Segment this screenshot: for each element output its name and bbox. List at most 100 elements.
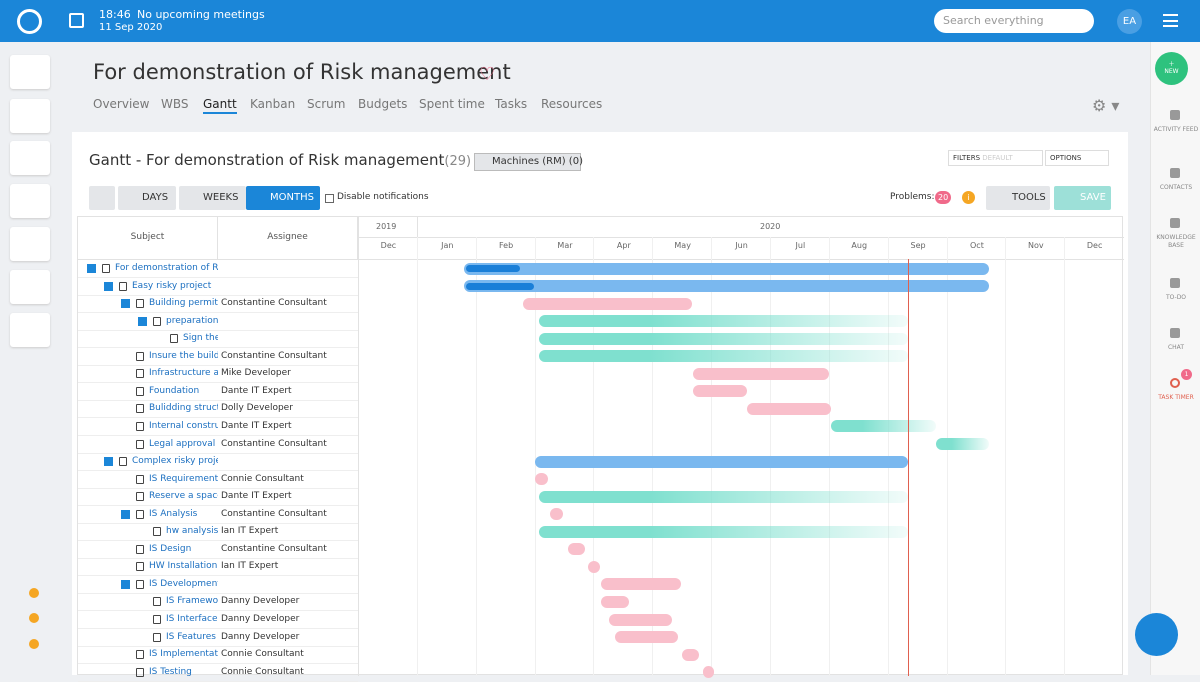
- sidebar-item[interactable]: CONTACTS: [1159, 184, 1193, 191]
- tab[interactable]: Spent time: [419, 97, 485, 111]
- gantt-bar[interactable]: [601, 595, 629, 608]
- gantt-bar[interactable]: [539, 350, 908, 363]
- zoom-button[interactable]: DAYS: [118, 186, 176, 210]
- sidebar-icon[interactable]: [1170, 110, 1180, 120]
- gantt-bar[interactable]: [539, 525, 908, 538]
- machines[interactable]: Machines (RM) (0): [474, 153, 583, 171]
- info-icon[interactable]: i: [962, 191, 975, 204]
- subject[interactable]: Easy risky project: [132, 280, 212, 291]
- subject[interactable]: IS Requirement collection: [149, 473, 218, 484]
- collapse-toggle[interactable]: [138, 316, 147, 326]
- filters[interactable]: FILTERS DEFAULT: [948, 150, 1043, 166]
- checkbox[interactable]: [325, 194, 334, 203]
- rail-icon[interactable]: [29, 588, 39, 598]
- problems-count[interactable]: 20: [935, 191, 952, 204]
- zoom-button[interactable]: WEEKS: [179, 186, 246, 210]
- tab[interactable]: Resources: [541, 97, 603, 111]
- tab[interactable]: Scrum: [307, 97, 346, 111]
- gantt-bar[interactable]: [535, 473, 548, 486]
- gantt-bar[interactable]: [550, 508, 563, 521]
- tab[interactable]: Tasks: [495, 97, 528, 111]
- logo[interactable]: [17, 9, 42, 34]
- search[interactable]: Search everything: [934, 9, 1094, 33]
- save[interactable]: SAVE: [1054, 186, 1111, 210]
- favorite[interactable]: ♡: [479, 64, 496, 85]
- settings[interactable]: ⚙ ▾: [1092, 96, 1120, 115]
- tools[interactable]: TOOLS: [986, 186, 1050, 210]
- subject[interactable]: HW Installation: [149, 561, 218, 572]
- zoom-button[interactable]: MONTHS: [246, 186, 320, 210]
- collapse-toggle[interactable]: [121, 299, 130, 309]
- subject[interactable]: hw analysis report: [166, 526, 218, 537]
- collapse-toggle[interactable]: [87, 264, 96, 273]
- sidebar-item[interactable]: ACTIVITY FEED: [1153, 126, 1199, 133]
- subject[interactable]: IS Interface design: [166, 614, 218, 624]
- nav-item[interactable]: [10, 184, 50, 218]
- nav-item[interactable]: [10, 313, 50, 347]
- gantt-bar[interactable]: [936, 438, 989, 450]
- gantt-bar[interactable]: [464, 280, 989, 293]
- subject[interactable]: IS Analysis: [149, 508, 198, 519]
- tab[interactable]: Kanban: [250, 97, 296, 111]
- gantt-bar[interactable]: [609, 613, 672, 626]
- gantt-bar[interactable]: [615, 631, 678, 644]
- tab[interactable]: Overview: [93, 97, 150, 111]
- collapse-toggle[interactable]: [121, 509, 130, 519]
- subject[interactable]: preparation: [166, 315, 218, 326]
- gantt-bar[interactable]: [539, 490, 908, 503]
- subject[interactable]: Complex risky project: [132, 456, 218, 467]
- rail-icon[interactable]: [29, 639, 39, 649]
- gantt-bar[interactable]: [568, 543, 585, 556]
- sidebar-icon[interactable]: [1170, 378, 1180, 388]
- nav-item[interactable]: [10, 99, 50, 133]
- gantt-bar[interactable]: [693, 385, 747, 398]
- tab[interactable]: Budgets: [358, 97, 408, 111]
- avatar[interactable]: EA: [1117, 9, 1142, 34]
- gantt-bar[interactable]: [588, 560, 600, 573]
- gantt-bar[interactable]: [523, 297, 692, 310]
- nav-item[interactable]: [10, 141, 50, 175]
- subject[interactable]: Reserve a space: [149, 491, 218, 502]
- sidebar-item[interactable]: KNOWLEDGE BASE: [1156, 234, 1196, 249]
- chat-bubble[interactable]: [1135, 613, 1178, 656]
- gantt-bar[interactable]: [539, 332, 908, 345]
- subject[interactable]: IS Development: [149, 578, 218, 589]
- calendar-icon[interactable]: [69, 13, 84, 28]
- subject[interactable]: Internal construction: [149, 420, 218, 431]
- subject[interactable]: Legal approval: [149, 438, 216, 449]
- subject[interactable]: IS Framework: [166, 596, 218, 607]
- collapse-toggle[interactable]: [121, 579, 130, 589]
- tab[interactable]: WBS: [161, 97, 189, 111]
- calendar-button[interactable]: [89, 186, 115, 210]
- collapse-toggle[interactable]: [104, 281, 113, 291]
- subject[interactable]: IS Design: [149, 543, 192, 554]
- rail-icon[interactable]: [29, 613, 39, 623]
- subject[interactable]: IS Implementation: [149, 649, 218, 660]
- subject[interactable]: Infrastructure and: [149, 368, 218, 379]
- gantt-bar[interactable]: [601, 578, 681, 591]
- disable-notifications[interactable]: Disable notifications: [337, 192, 429, 202]
- gantt-bar[interactable]: [747, 402, 831, 415]
- nav-item[interactable]: [10, 55, 50, 89]
- sidebar-icon[interactable]: [1170, 218, 1180, 228]
- meetings[interactable]: No upcoming meetings: [137, 8, 265, 21]
- options[interactable]: OPTIONS: [1045, 150, 1109, 166]
- nav-item[interactable]: [10, 227, 50, 261]
- subject[interactable]: For demonstration of Risk management: [115, 263, 218, 273]
- sidebar-item[interactable]: TASK TIMER: [1158, 394, 1194, 401]
- subject[interactable]: Sign the: [183, 333, 218, 344]
- gantt-bar[interactable]: [693, 367, 829, 380]
- menu[interactable]: [1163, 14, 1178, 27]
- new-button[interactable]: ＋ NEW: [1155, 52, 1188, 85]
- subject[interactable]: Insure the building: [149, 350, 218, 361]
- gantt-bar[interactable]: [682, 648, 699, 661]
- gantt-bar[interactable]: [464, 262, 989, 275]
- subject[interactable]: IS Testing: [149, 666, 192, 677]
- collapse-toggle[interactable]: [104, 457, 113, 467]
- sidebar-item[interactable]: TO-DO: [1165, 294, 1187, 301]
- subject[interactable]: Building permit: [149, 298, 218, 309]
- gantt-bar[interactable]: [535, 455, 908, 468]
- nav-item[interactable]: [10, 270, 50, 304]
- subject[interactable]: Foundation: [149, 385, 200, 396]
- sidebar-item[interactable]: CHAT: [1167, 344, 1184, 351]
